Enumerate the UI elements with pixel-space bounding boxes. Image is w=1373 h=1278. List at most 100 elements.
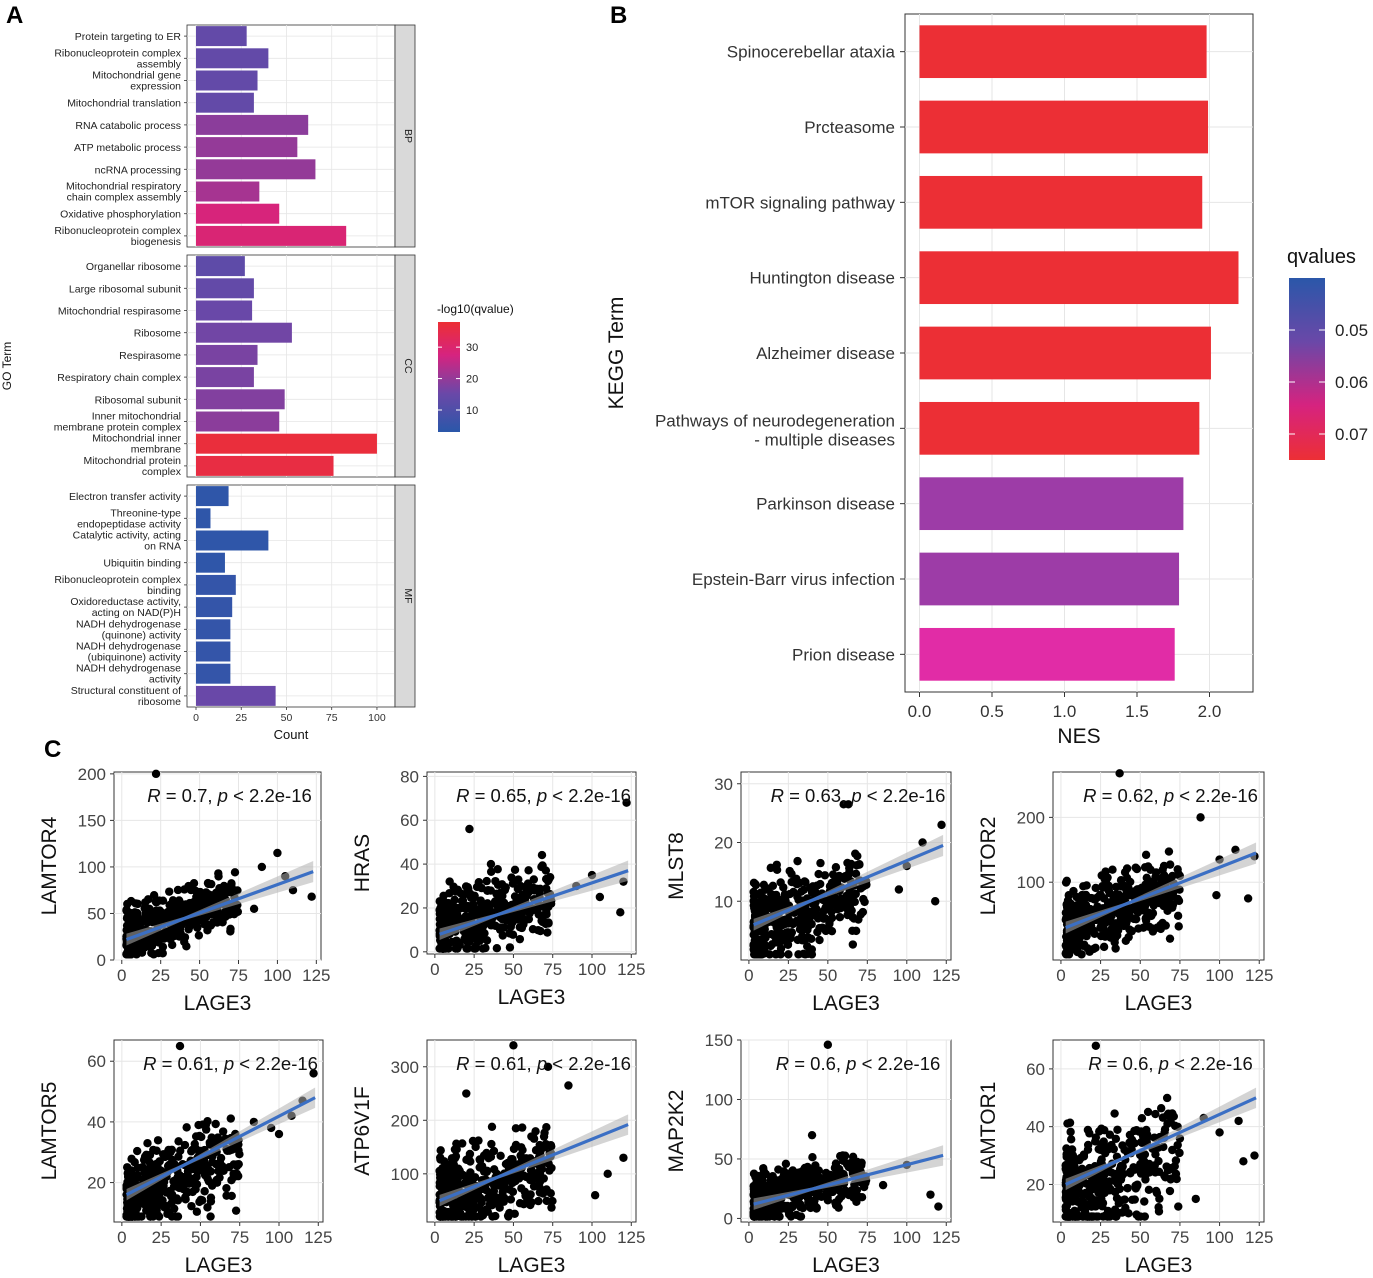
scatter-point (815, 935, 824, 945)
scatter-point (455, 940, 464, 950)
scatter-point (784, 950, 793, 959)
regression-line (439, 869, 629, 936)
kegg-legend-tick-label: 0.06 (1335, 373, 1368, 392)
r-symbol: R (147, 785, 160, 806)
scatter-point (1069, 886, 1078, 896)
go-bar (196, 530, 269, 551)
scatter-point (211, 1119, 220, 1129)
scatter-point (493, 901, 502, 911)
scatter-point (1062, 900, 1071, 910)
go-term-label: (quinone) activity (102, 629, 182, 641)
scatter-point (457, 896, 467, 906)
scatter-point (167, 1145, 177, 1155)
kegg-term-label: Prcteasome (804, 118, 895, 137)
scatter-point (171, 1212, 181, 1221)
scatter-y-tick-label: 80 (400, 767, 419, 786)
scatter-x-tick-label: 0 (430, 1228, 439, 1247)
scatter-point (534, 1196, 543, 1206)
go-term-label: Ribonucleoprotein complex (54, 574, 181, 586)
scatter-point (473, 1188, 483, 1198)
go-bar (196, 619, 231, 640)
scatter-point (451, 1212, 461, 1221)
scatter-point (1102, 1180, 1111, 1190)
scatter-point (225, 1146, 234, 1155)
go-legend-tick-label: 10 (466, 405, 478, 417)
scatter-y-tick-label: 40 (87, 1113, 106, 1132)
scatter-x-tick-label: 25 (152, 1228, 171, 1247)
go-term-label: Mitochondrial gene (92, 70, 181, 82)
scatter-point (539, 902, 549, 912)
scatter-plot-map2k2: R = 0.6, p < 2.2e-16 0 25 50 75 100 125 0 50 100 1… (665, 1031, 960, 1277)
scatter-point (1140, 1212, 1150, 1221)
scatter-point (133, 1170, 142, 1180)
scatter-point (151, 769, 161, 779)
scatter-point (124, 1205, 133, 1214)
go-bar (196, 663, 231, 684)
scatter-point (1075, 1189, 1085, 1199)
scatter-point (153, 1201, 162, 1210)
scatter-point (843, 858, 852, 868)
go-term-label: Mitochondrial respirasome (58, 306, 181, 318)
scatter-point (468, 894, 478, 903)
scatter-point (777, 936, 786, 946)
scatter-point (1140, 901, 1150, 911)
scatter-point (603, 1169, 612, 1179)
scatter-point (1096, 931, 1106, 941)
go-term-label: Ubiquitin binding (103, 558, 181, 570)
scatter-y-tick-label: 40 (400, 855, 419, 874)
confidence-band (439, 1114, 629, 1207)
scatter-point (124, 944, 133, 953)
scatter-point (793, 856, 802, 866)
go-legend-tick-label: 30 (466, 342, 478, 354)
scatter-point (1091, 883, 1100, 893)
scatter-point (257, 862, 267, 872)
scatter-point (462, 1089, 471, 1098)
scatter-point (1097, 923, 1106, 932)
scatter-point (848, 1160, 857, 1169)
scatter-point (496, 1151, 505, 1161)
scatter-point (273, 848, 282, 858)
scatter-point (835, 912, 845, 922)
scatter-point (1073, 947, 1082, 957)
scatter-point (192, 1180, 202, 1189)
scatter-point (1243, 894, 1253, 903)
scatter-point (878, 1180, 888, 1190)
scatter-point (539, 1132, 549, 1141)
scatter-point (839, 1154, 848, 1164)
scatter-point (1168, 889, 1178, 899)
scatter-point (1234, 1116, 1243, 1126)
scatter-x-tick-label: 75 (543, 1228, 562, 1247)
scatter-point (770, 1186, 779, 1195)
scatter-point (831, 863, 841, 872)
scatter-point (1191, 1194, 1200, 1204)
scatter-point (759, 1164, 768, 1173)
p-value: < 2.2e-16 (547, 1053, 631, 1074)
scatter-point (774, 895, 783, 905)
scatter-point (176, 910, 185, 919)
p-symbol: p (845, 1053, 856, 1074)
scatter-point (812, 1165, 821, 1174)
scatter-x-tick-label: 125 (617, 960, 645, 979)
scatter-point (481, 943, 490, 953)
scatter-point (537, 850, 547, 860)
scatter-point (181, 1195, 190, 1204)
kegg-term-label: Huntington disease (749, 269, 895, 288)
scatter-point (482, 1167, 491, 1177)
kegg-legend-tick-label: 0.07 (1335, 425, 1368, 444)
p-value: < 2.2e-16 (1169, 1053, 1253, 1074)
scatter-point (856, 884, 865, 893)
scatter-point (816, 911, 826, 920)
scatter-point (823, 1040, 833, 1049)
scatter-point (487, 1139, 496, 1149)
scatter-x-tick-label: 25 (779, 1228, 798, 1247)
scatter-point (524, 866, 533, 875)
scatter-point (436, 1146, 445, 1155)
scatter-point (1110, 1109, 1119, 1118)
scatter-point (1163, 1166, 1173, 1175)
scatter-point (517, 1184, 526, 1193)
scatter-x-tick-label: 25 (465, 960, 484, 979)
scatter-y-axis-title: LAMTOR5 (38, 1082, 61, 1181)
scatter-point (1075, 933, 1084, 942)
scatter-point (1154, 1167, 1164, 1176)
scatter-point (473, 1203, 483, 1212)
